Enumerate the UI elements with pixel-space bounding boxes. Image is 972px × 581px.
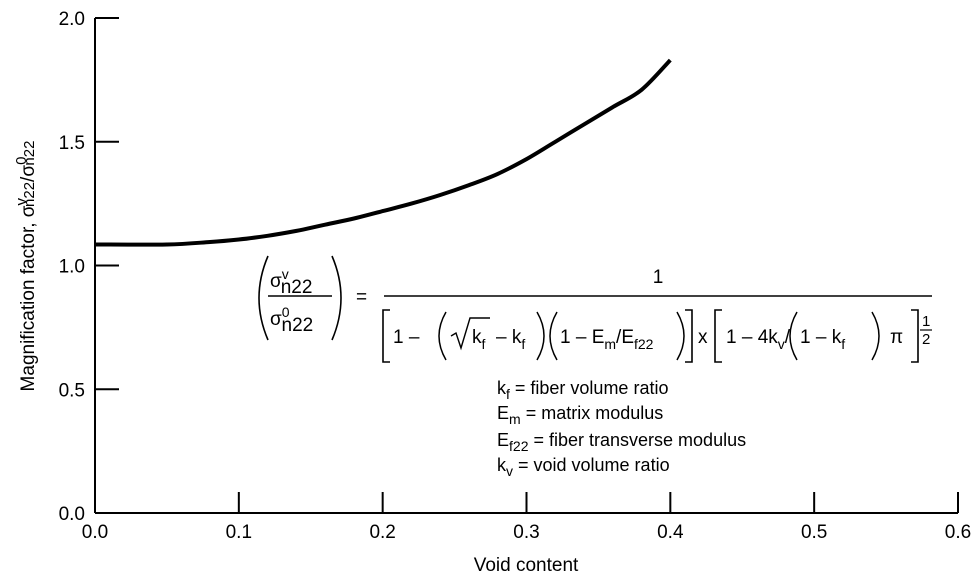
y-tick-label: 1.0 xyxy=(59,257,85,278)
formula-paren-a-open xyxy=(438,311,447,361)
formula-lhs-close-paren xyxy=(331,255,342,341)
definition-ef22: Ef22 = fiber transverse modulus xyxy=(497,430,746,454)
formula-equals: = xyxy=(356,287,367,308)
formula-bracket-2-close xyxy=(911,309,919,363)
x-tick-label: 0.6 xyxy=(945,522,971,543)
x-tick-label: 0.4 xyxy=(657,522,684,543)
formula-kv: 1 – 4kv/ xyxy=(726,327,791,352)
y-ticks: 0.0 0.5 1.0 1.5 2.0 xyxy=(59,9,119,525)
formula-lhs-denominator: σ0 n22 xyxy=(270,304,313,336)
formula-bracket-1-open xyxy=(382,309,390,363)
definition-kv: kv = void volume ratio xyxy=(497,455,670,479)
definition-em: Em = matrix modulus xyxy=(497,403,663,427)
formula-bracket-1-close xyxy=(685,309,693,363)
x-tick-label: 0.2 xyxy=(369,522,395,543)
formula-minus-kf: – kf xyxy=(496,327,525,352)
formula-em: 1 – Em/Ef22 xyxy=(560,327,654,352)
y-axis-title: Magnification factor, σvn22/σ0n22 xyxy=(13,141,39,392)
formula-exponent-numerator: 1 xyxy=(922,313,930,330)
formula-paren-b-close xyxy=(676,311,685,361)
formula-kf: kf xyxy=(472,327,486,352)
x-ticks: 0.0 0.1 0.2 0.3 0.4 0.5 0.6 xyxy=(82,492,971,543)
series-line-0 xyxy=(94,58,672,247)
y-tick-label: 0.5 xyxy=(59,380,85,401)
formula-one-minus-kf: 1 – kf xyxy=(800,327,845,352)
formula-paren-c-open xyxy=(789,311,798,361)
formula-times: x xyxy=(698,327,708,348)
x-tick-label: 0.0 xyxy=(82,522,108,543)
x-axis-title: Void content xyxy=(474,555,579,576)
formula-lhs-numerator: σv n22 xyxy=(270,266,312,298)
x-tick-label: 0.3 xyxy=(513,522,539,543)
formula-one-minus: 1 – xyxy=(393,327,420,348)
formula: σv n22 σ0 n22 = 1 1 – kf – kf 1 – Em/Ef22 … xyxy=(258,255,932,363)
formula-lhs-open-paren xyxy=(258,255,269,341)
formula-paren-c-close xyxy=(871,311,880,361)
y-tick-label: 0.0 xyxy=(59,504,85,525)
formula-rhs-numerator: 1 xyxy=(653,267,664,288)
definitions: kf = fiber volume ratio Em = matrix modu… xyxy=(497,378,746,479)
definition-kf: kf = fiber volume ratio xyxy=(497,378,668,402)
formula-bracket-2-open xyxy=(714,309,722,363)
formula-sqrt-sign xyxy=(450,317,490,351)
y-tick-label: 2.0 xyxy=(59,9,85,30)
y-tick-label: 1.5 xyxy=(59,133,85,154)
formula-paren-b-open xyxy=(549,311,558,361)
formula-pi: π xyxy=(890,327,903,348)
formula-exponent-denominator: 2 xyxy=(922,331,930,348)
x-tick-label: 0.1 xyxy=(226,522,252,543)
series-layer xyxy=(94,58,672,247)
formula-paren-a-close xyxy=(536,311,545,361)
x-tick-label: 0.5 xyxy=(801,522,827,543)
